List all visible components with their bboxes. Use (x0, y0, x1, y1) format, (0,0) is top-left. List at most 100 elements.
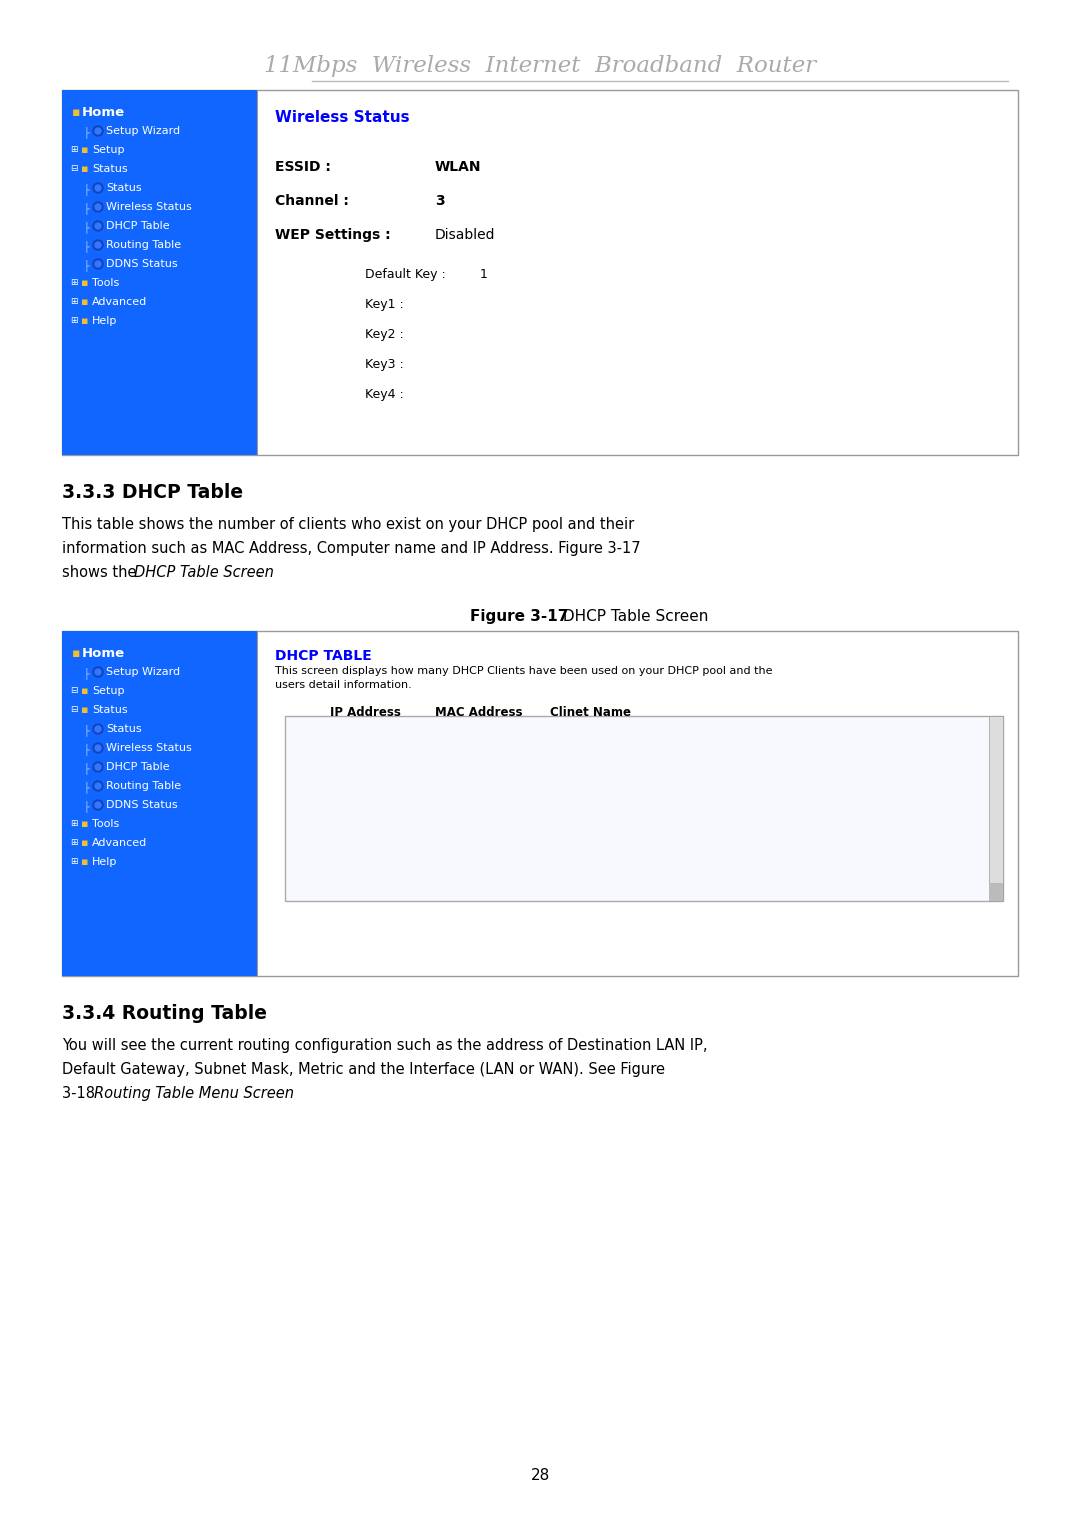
Text: DDNS Status: DDNS Status (106, 801, 177, 810)
Circle shape (93, 240, 103, 251)
Text: ▪: ▪ (81, 686, 89, 695)
Text: ├: ├ (84, 668, 90, 678)
Circle shape (93, 762, 103, 772)
Text: ▪: ▪ (81, 704, 89, 715)
Circle shape (93, 781, 103, 792)
Text: Setup Wizard: Setup Wizard (106, 125, 180, 136)
Text: Figure 3-17: Figure 3-17 (470, 610, 568, 623)
Text: Status: Status (106, 183, 141, 193)
Text: DHCP Table Screen: DHCP Table Screen (558, 610, 708, 623)
Text: ⊟: ⊟ (70, 163, 78, 173)
Text: ESSID :: ESSID : (275, 160, 330, 174)
Text: Tools: Tools (92, 278, 119, 287)
Text: Default Key :: Default Key : (365, 267, 446, 281)
Text: ▪: ▪ (81, 296, 89, 307)
Circle shape (95, 185, 102, 191)
Text: ⊞: ⊞ (70, 837, 78, 847)
Text: ├: ├ (84, 762, 90, 773)
Text: WLAN: WLAN (435, 160, 482, 174)
Text: ▪: ▪ (81, 857, 89, 866)
Text: Setup Wizard: Setup Wizard (106, 668, 180, 677)
Text: ▪: ▪ (72, 105, 81, 119)
Text: ▪: ▪ (81, 819, 89, 830)
Text: DDNS Status: DDNS Status (106, 260, 177, 269)
Text: This table shows the number of clients who exist on your DHCP pool and their: This table shows the number of clients w… (62, 516, 634, 532)
Text: Wireless Status: Wireless Status (106, 202, 192, 212)
Text: ⊞: ⊞ (70, 857, 78, 866)
Text: Clinet Name: Clinet Name (550, 706, 631, 720)
Text: DHCP Table Screen: DHCP Table Screen (134, 565, 274, 581)
Circle shape (93, 724, 103, 733)
Text: Advanced: Advanced (92, 296, 147, 307)
Bar (62, 631, 1018, 976)
Text: You will see the current routing configuration such as the address of Destinatio: You will see the current routing configu… (62, 1038, 707, 1053)
Text: Disabled: Disabled (435, 228, 496, 241)
Text: 28: 28 (530, 1468, 550, 1484)
Bar (285, 717, 1003, 902)
Text: shows the: shows the (62, 565, 141, 581)
Text: DHCP Table: DHCP Table (106, 762, 170, 772)
Text: 3.3.4 Routing Table: 3.3.4 Routing Table (62, 1004, 267, 1024)
Text: 3.3.3 DHCP Table: 3.3.3 DHCP Table (62, 483, 243, 503)
Bar (62, 90, 1018, 455)
Text: 1: 1 (480, 267, 488, 281)
Text: ├: ├ (84, 743, 90, 755)
Circle shape (95, 782, 102, 788)
Bar (62, 90, 257, 455)
Text: ├: ├ (84, 724, 90, 736)
Text: Wireless Status: Wireless Status (275, 110, 409, 125)
Circle shape (95, 128, 102, 134)
Text: ▪: ▪ (81, 163, 89, 174)
Circle shape (95, 223, 102, 229)
Text: Channel :: Channel : (275, 194, 349, 208)
Text: ├: ├ (84, 801, 90, 811)
Circle shape (95, 205, 102, 209)
Text: Default Gateway, Subnet Mask, Metric and the Interface (LAN or WAN). See Figure: Default Gateway, Subnet Mask, Metric and… (62, 1062, 665, 1077)
Text: Routing Table: Routing Table (106, 240, 181, 251)
Text: ▪: ▪ (72, 646, 81, 660)
Bar (989, 717, 1003, 902)
Text: IP Address: IP Address (330, 706, 401, 720)
Text: users detail information.: users detail information. (275, 680, 411, 691)
Circle shape (93, 668, 103, 677)
Text: Key4 :: Key4 : (365, 388, 404, 400)
Text: Tools: Tools (92, 819, 119, 830)
Text: This screen displays how many DHCP Clients have been used on your DHCP pool and : This screen displays how many DHCP Clien… (275, 666, 772, 675)
Text: Routing Table: Routing Table (106, 781, 181, 792)
Text: ⊞: ⊞ (70, 296, 78, 306)
Text: Status: Status (92, 704, 127, 715)
Text: Key1 :: Key1 : (365, 298, 404, 312)
Text: ⊟: ⊟ (70, 704, 78, 714)
Circle shape (95, 261, 102, 267)
Circle shape (93, 260, 103, 269)
Text: Status: Status (92, 163, 127, 174)
Text: DHCP TABLE: DHCP TABLE (275, 649, 372, 663)
Text: Status: Status (106, 724, 141, 733)
Text: ├: ├ (84, 202, 90, 214)
Text: ⊞: ⊞ (70, 145, 78, 154)
Text: 3: 3 (435, 194, 445, 208)
Text: Home: Home (82, 105, 125, 119)
Text: Wireless Status: Wireless Status (106, 743, 192, 753)
Text: 3-18: 3-18 (62, 1086, 99, 1102)
Text: ▪: ▪ (81, 278, 89, 287)
Text: Home: Home (82, 646, 125, 660)
Text: Key3 :: Key3 : (365, 358, 404, 371)
Bar (989, 883, 1003, 902)
Circle shape (95, 669, 102, 675)
Text: .: . (256, 565, 260, 581)
Text: 11Mbps  Wireless  Internet  Broadband  Router: 11Mbps Wireless Internet Broadband Route… (264, 55, 816, 76)
Text: WEP Settings :: WEP Settings : (275, 228, 391, 241)
Text: ⊞: ⊞ (70, 278, 78, 287)
Text: Help: Help (92, 316, 118, 325)
Circle shape (93, 222, 103, 231)
Text: Help: Help (92, 857, 118, 866)
Text: Advanced: Advanced (92, 837, 147, 848)
Circle shape (93, 125, 103, 136)
Text: Setup: Setup (92, 686, 124, 695)
Text: MAC Address: MAC Address (435, 706, 523, 720)
Text: ▪: ▪ (81, 145, 89, 154)
Text: Key2 :: Key2 : (365, 329, 404, 341)
Text: DHCP Table: DHCP Table (106, 222, 170, 231)
Text: ├: ├ (84, 125, 90, 138)
